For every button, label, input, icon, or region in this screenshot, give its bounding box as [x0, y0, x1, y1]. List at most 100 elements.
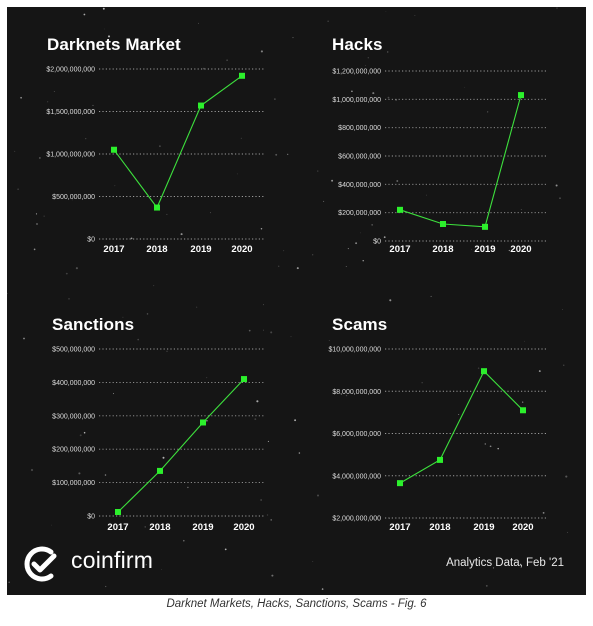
star [260, 50, 263, 53]
chart-sanctions: $0 $100,000,000 $200,000,000 $300,000,000 $4… [52, 347, 265, 533]
star [68, 298, 70, 300]
star [312, 561, 314, 562]
star [274, 98, 276, 100]
star [159, 145, 161, 148]
star [75, 267, 78, 270]
data-point-2017 [397, 480, 403, 487]
chart-title-hacks: Hacks [332, 35, 383, 54]
series-line [399, 94, 522, 228]
star [383, 236, 386, 239]
data-point-2020 [520, 407, 526, 414]
x-tick-label: 2019 [473, 522, 494, 533]
chart-hacks: $0 $200,000,000 $400,000,000 $600,000,000 $8… [332, 69, 547, 255]
star [426, 194, 428, 196]
star [292, 37, 294, 39]
star [275, 153, 278, 156]
star [240, 137, 243, 139]
star [362, 260, 364, 262]
data-point-2020 [241, 376, 247, 383]
star [385, 11, 387, 12]
data-point-2018 [437, 456, 443, 463]
source-note: Analytics Data, Feb '21 [446, 557, 564, 569]
star [92, 104, 94, 106]
star [345, 266, 347, 267]
y-tick-label: $1,000,000,000 [46, 152, 95, 159]
y-tick-label: $2,000,000,000 [332, 516, 381, 523]
chart-title-darknets-market: Darknets Market [47, 35, 181, 54]
data-point-2020 [518, 92, 524, 99]
star [105, 585, 107, 588]
star [137, 338, 139, 341]
star [35, 213, 38, 215]
star [145, 564, 147, 566]
star [365, 65, 367, 66]
star [278, 265, 280, 267]
star [256, 400, 259, 403]
star [83, 13, 86, 16]
y-tick-label: $10,000,000,000 [328, 347, 381, 354]
star [484, 443, 487, 445]
star [224, 548, 227, 551]
y-tick-label: $6,000,000,000 [332, 431, 381, 438]
brand-name: coinfirm [71, 547, 154, 573]
star [53, 91, 55, 93]
star [347, 248, 349, 250]
star [489, 445, 492, 448]
star [271, 574, 274, 577]
star [198, 22, 199, 24]
star [260, 228, 263, 230]
star [30, 468, 34, 472]
star [51, 524, 53, 526]
y-tick-label: $1,500,000,000 [46, 109, 95, 116]
star [430, 295, 432, 297]
star [144, 526, 146, 528]
data-point-2017 [111, 146, 117, 153]
star [359, 232, 361, 234]
star [559, 197, 561, 199]
star [65, 272, 68, 275]
star [492, 567, 495, 569]
y-tick-label: $4,000,000,000 [332, 473, 381, 480]
infographic-panel: Darknets Market $0 $500,000,000 $1,000,000… [7, 7, 586, 595]
y-tick-label: $800,000,000 [338, 125, 381, 132]
star [146, 313, 149, 315]
data-point-2019 [482, 223, 488, 230]
series-line [117, 378, 245, 513]
star [555, 184, 558, 187]
star [421, 382, 423, 384]
star [396, 180, 399, 182]
star [287, 153, 289, 156]
star [267, 440, 269, 442]
star [8, 581, 10, 584]
x-tick-label: 2018 [432, 244, 453, 255]
star [519, 563, 522, 566]
star [331, 179, 334, 182]
star [196, 306, 198, 308]
star [355, 242, 358, 245]
y-tick-label: $400,000,000 [338, 182, 381, 189]
data-point-2019 [198, 102, 204, 109]
data-point-2019 [200, 419, 206, 426]
x-tick-label: 2019 [474, 244, 495, 255]
star [177, 593, 178, 595]
data-point-2017 [115, 508, 121, 515]
star [122, 316, 124, 318]
series-line [113, 75, 243, 209]
star [565, 475, 568, 478]
chart-title-scams: Scams [332, 315, 388, 334]
star [248, 329, 251, 332]
star [263, 329, 264, 331]
star [7, 292, 8, 295]
y-tick-label: $2,000,000,000 [46, 67, 95, 74]
star [556, 7, 558, 9]
star [477, 367, 480, 369]
y-tick-label: $100,000,000 [52, 480, 95, 487]
star [328, 340, 330, 341]
y-tick-label: $200,000,000 [52, 447, 95, 454]
star [183, 539, 185, 542]
star [522, 401, 524, 403]
star [296, 267, 299, 270]
data-point-2019 [481, 368, 487, 375]
y-tick-label: $400,000,000 [52, 380, 95, 387]
y-tick-label: $200,000,000 [338, 210, 381, 217]
